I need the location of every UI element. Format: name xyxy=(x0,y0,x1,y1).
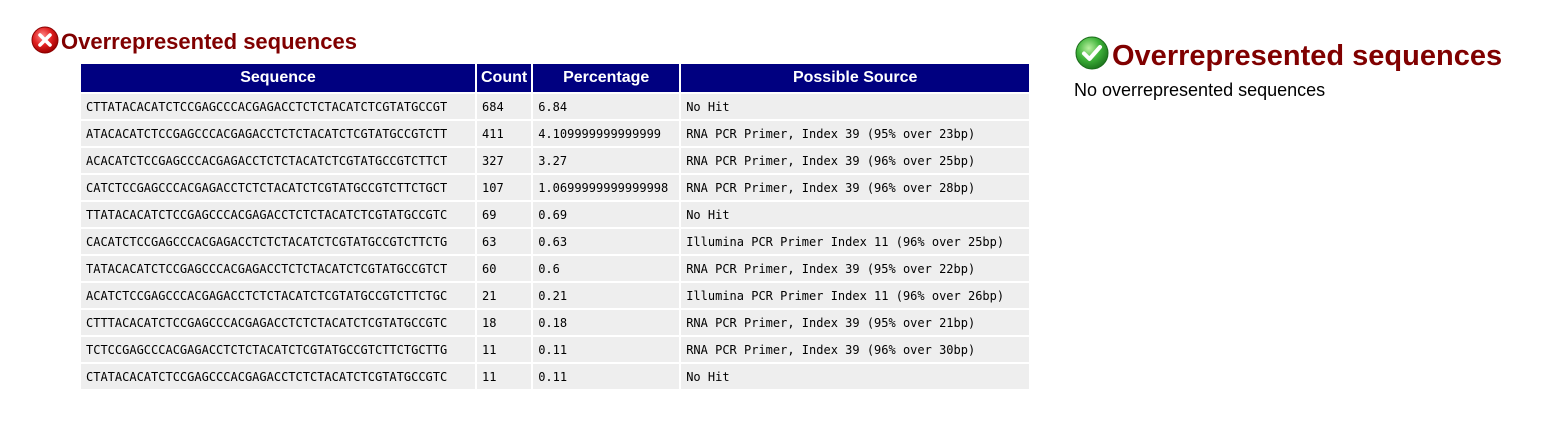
header-percentage: Percentage xyxy=(533,64,680,92)
cell-source: No Hit xyxy=(681,202,1030,227)
cross-circle-icon xyxy=(30,25,60,55)
cell-sequence: CTTTACACATCTCCGAGCCCACGAGACCTCTCTACATCTC… xyxy=(81,310,475,335)
cell-count: 684 xyxy=(477,94,532,119)
cell-percentage: 0.18 xyxy=(533,310,680,335)
cell-sequence: TATACACATCTCCGAGCCCACGAGACCTCTCTACATCTCG… xyxy=(81,256,475,281)
check-circle-icon xyxy=(1074,35,1110,71)
failed-module-title: Overrepresented sequences xyxy=(61,29,357,54)
failed-module-heading: Overrepresented sequences xyxy=(30,24,357,60)
cell-sequence: CTTATACACATCTCCGAGCCCACGAGACCTCTCTACATCT… xyxy=(81,94,475,119)
cell-source: RNA PCR Primer, Index 39 (95% over 23bp) xyxy=(681,121,1030,146)
cell-count: 11 xyxy=(477,364,532,389)
cell-count: 60 xyxy=(477,256,532,281)
table-row: TATACACATCTCCGAGCCCACGAGACCTCTCTACATCTCG… xyxy=(81,256,1030,281)
header-possible-source: Possible Source xyxy=(681,64,1030,92)
cell-count: 69 xyxy=(477,202,532,227)
cell-count: 107 xyxy=(477,175,532,200)
cell-source: RNA PCR Primer, Index 39 (96% over 30bp) xyxy=(681,337,1030,362)
cell-sequence: ATACACATCTCCGAGCCCACGAGACCTCTCTACATCTCGT… xyxy=(81,121,475,146)
cell-sequence: ACATCTCCGAGCCCACGAGACCTCTCTACATCTCGTATGC… xyxy=(81,283,475,308)
cell-sequence: CACATCTCCGAGCCCACGAGACCTCTCTACATCTCGTATG… xyxy=(81,229,475,254)
no-overrepresented-message: No overrepresented sequences xyxy=(1074,80,1326,100)
table-row: CTTATACACATCTCCGAGCCCACGAGACCTCTCTACATCT… xyxy=(81,94,1030,119)
cell-percentage: 3.27 xyxy=(533,148,680,173)
cell-percentage: 6.84 xyxy=(533,94,680,119)
table-row: TTATACACATCTCCGAGCCCACGAGACCTCTCTACATCTC… xyxy=(81,202,1030,227)
cell-count: 411 xyxy=(477,121,532,146)
cell-count: 18 xyxy=(477,310,532,335)
cell-source: RNA PCR Primer, Index 39 (96% over 28bp) xyxy=(681,175,1030,200)
cell-percentage: 4.109999999999999 xyxy=(533,121,680,146)
table-header-row: Sequence Count Percentage Possible Sourc… xyxy=(81,64,1030,92)
cell-source: RNA PCR Primer, Index 39 (95% over 21bp) xyxy=(681,310,1030,335)
table-row: CATCTCCGAGCCCACGAGACCTCTCTACATCTCGTATGCC… xyxy=(81,175,1030,200)
table-row: CTTTACACATCTCCGAGCCCACGAGACCTCTCTACATCTC… xyxy=(81,310,1030,335)
cell-percentage: 0.11 xyxy=(533,337,680,362)
cell-sequence: CTATACACATCTCCGAGCCCACGAGACCTCTCTACATCTC… xyxy=(81,364,475,389)
cell-percentage: 0.63 xyxy=(533,229,680,254)
cell-source: No Hit xyxy=(681,364,1030,389)
cell-source: No Hit xyxy=(681,94,1030,119)
failed-module: Overrepresented sequences xyxy=(30,24,357,60)
header-sequence: Sequence xyxy=(81,64,475,92)
header-count: Count xyxy=(477,64,532,92)
cell-source: RNA PCR Primer, Index 39 (96% over 25bp) xyxy=(681,148,1030,173)
cell-percentage: 0.6 xyxy=(533,256,680,281)
cell-sequence: ACACATCTCCGAGCCCACGAGACCTCTCTACATCTCGTAT… xyxy=(81,148,475,173)
passed-module-title: Overrepresented sequences xyxy=(1112,39,1503,72)
cell-count: 327 xyxy=(477,148,532,173)
cell-sequence: TTATACACATCTCCGAGCCCACGAGACCTCTCTACATCTC… xyxy=(81,202,475,227)
passed-module: Overrepresented sequences No overreprese… xyxy=(1074,36,1502,101)
cell-source: Illumina PCR Primer Index 11 (96% over 2… xyxy=(681,283,1030,308)
passed-module-heading: Overrepresented sequences xyxy=(1074,36,1502,76)
cell-percentage: 0.69 xyxy=(533,202,680,227)
cell-percentage: 1.0699999999999998 xyxy=(533,175,680,200)
cell-count: 21 xyxy=(477,283,532,308)
cell-sequence: TCTCCGAGCCCACGAGACCTCTCTACATCTCGTATGCCGT… xyxy=(81,337,475,362)
cell-percentage: 0.21 xyxy=(533,283,680,308)
table-row: TCTCCGAGCCCACGAGACCTCTCTACATCTCGTATGCCGT… xyxy=(81,337,1030,362)
table-row: ACATCTCCGAGCCCACGAGACCTCTCTACATCTCGTATGC… xyxy=(81,283,1030,308)
cell-count: 63 xyxy=(477,229,532,254)
cell-percentage: 0.11 xyxy=(533,364,680,389)
table-row: ACACATCTCCGAGCCCACGAGACCTCTCTACATCTCGTAT… xyxy=(81,148,1030,173)
table-row: CACATCTCCGAGCCCACGAGACCTCTCTACATCTCGTATG… xyxy=(81,229,1030,254)
overrepresented-sequences-table: Sequence Count Percentage Possible Sourc… xyxy=(79,62,1031,391)
cell-count: 11 xyxy=(477,337,532,362)
cell-sequence: CATCTCCGAGCCCACGAGACCTCTCTACATCTCGTATGCC… xyxy=(81,175,475,200)
cell-source: Illumina PCR Primer Index 11 (96% over 2… xyxy=(681,229,1030,254)
cell-source: RNA PCR Primer, Index 39 (95% over 22bp) xyxy=(681,256,1030,281)
table-row: ATACACATCTCCGAGCCCACGAGACCTCTCTACATCTCGT… xyxy=(81,121,1030,146)
table-row: CTATACACATCTCCGAGCCCACGAGACCTCTCTACATCTC… xyxy=(81,364,1030,389)
